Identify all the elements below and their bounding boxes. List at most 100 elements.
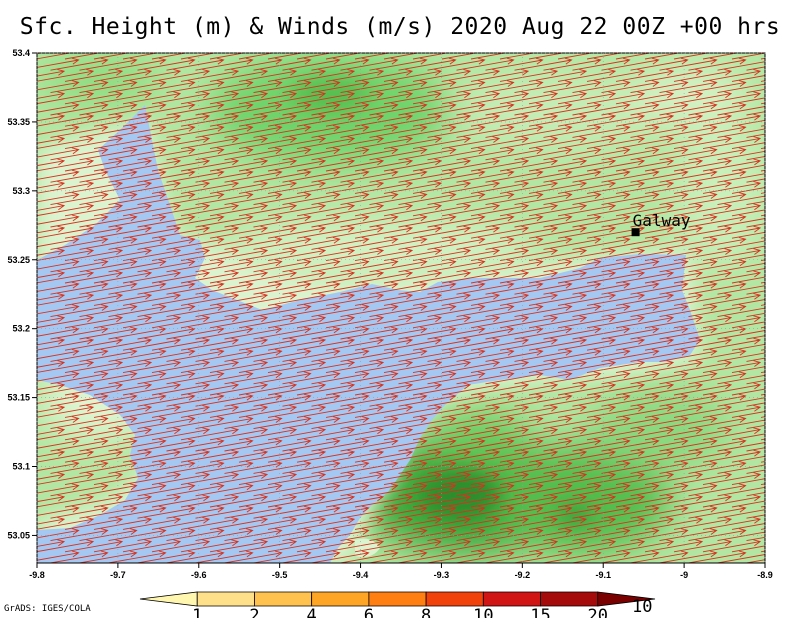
wind-arrow <box>122 494 182 508</box>
wind-arrow <box>673 248 733 262</box>
wind-arrow <box>238 360 298 374</box>
wind-arrow <box>702 494 762 508</box>
wind-arrow <box>470 315 530 329</box>
wind-arrow <box>644 315 704 329</box>
wind-arrow <box>79 371 138 385</box>
wind-arrow <box>340 147 399 161</box>
wind-arrow <box>209 225 269 239</box>
wind-arrow <box>485 416 544 430</box>
wind-arrow <box>586 270 646 284</box>
wind-arrow <box>586 180 646 194</box>
wind-arrow <box>456 57 515 71</box>
wind-arrow <box>398 259 457 273</box>
wind-arrow <box>311 438 370 452</box>
wind-arrow <box>659 57 718 71</box>
wind-arrow <box>166 371 225 385</box>
wind-arrow <box>296 449 356 463</box>
wind-arrow <box>688 460 747 474</box>
wind-arrow <box>412 472 472 486</box>
wind-arrow <box>601 371 660 385</box>
wind-arrow <box>151 382 211 396</box>
wind-arrow <box>528 404 588 418</box>
wind-arrow <box>325 539 385 553</box>
wind-arrow <box>456 80 515 94</box>
wind-arrow <box>369 371 428 385</box>
wind-arrow <box>224 505 283 519</box>
wind-arrow <box>137 348 196 362</box>
wind-arrow <box>180 494 240 508</box>
wind-arrow <box>282 550 341 563</box>
wind-arrow <box>731 299 765 306</box>
wind-arrow <box>412 180 472 194</box>
wind-arrow <box>543 326 602 340</box>
wind-arrow <box>601 438 660 452</box>
wind-arrow <box>615 180 675 194</box>
wind-arrow <box>383 292 443 306</box>
wind-arrow <box>93 315 153 329</box>
wind-arrow <box>514 528 573 542</box>
wind-arrow <box>586 136 646 150</box>
wind-arrow <box>746 492 765 497</box>
wind-arrow <box>514 393 573 407</box>
wind-arrow <box>441 337 501 351</box>
wind-arrow <box>311 483 370 497</box>
wind-arrow <box>586 427 646 441</box>
wind-arrow <box>586 382 646 396</box>
wind-arrow <box>441 292 501 306</box>
wind-arrow <box>427 505 486 519</box>
wind-arrow <box>485 80 544 94</box>
wind-arrow <box>557 315 617 329</box>
wind-arrow <box>485 505 544 519</box>
wind-arrow <box>557 449 617 463</box>
wind-arrow <box>572 102 631 116</box>
colorbar-label: 8 <box>421 606 431 618</box>
wind-arrow <box>383 270 443 284</box>
wind-arrow <box>702 337 762 351</box>
wind-arrow <box>427 259 486 273</box>
wind-arrow <box>79 214 138 228</box>
wind-arrow <box>630 348 689 362</box>
wind-arrow <box>79 505 138 519</box>
wind-arrow <box>659 214 718 228</box>
wind-arrow <box>311 550 370 563</box>
wind-arrow <box>702 136 762 150</box>
wind-arrow <box>499 113 559 127</box>
wind-arrow <box>659 393 718 407</box>
wind-arrow <box>717 352 765 362</box>
wind-arrow <box>122 180 182 194</box>
wind-arrow <box>441 472 501 486</box>
wind-arrow <box>267 68 327 82</box>
colorbar-segment <box>482 591 541 607</box>
wind-arrow <box>776 282 800 294</box>
wind-arrow <box>586 113 646 127</box>
wind-arrow <box>340 348 399 362</box>
wind-arrow <box>64 53 118 60</box>
wind-arrow <box>644 539 704 553</box>
wind-arrow <box>688 505 747 519</box>
wind-arrow <box>760 237 765 239</box>
x-tick-label: -9.7 <box>110 570 126 580</box>
wind-arrow <box>499 91 559 105</box>
wind-arrow <box>195 102 254 116</box>
wind-arrow <box>760 505 765 508</box>
wind-arrow <box>412 539 472 553</box>
wind-arrow <box>93 158 153 172</box>
wind-arrow <box>776 125 800 137</box>
wind-arrow <box>354 449 414 463</box>
wind-arrow <box>731 142 765 150</box>
wind-arrow <box>122 158 182 172</box>
wind-arrow <box>717 464 765 474</box>
wind-arrow <box>238 91 298 105</box>
wind-arrow <box>499 68 559 82</box>
wind-arrow <box>470 225 530 239</box>
wind-arrow <box>644 203 704 217</box>
wind-arrow <box>441 360 501 374</box>
wind-arrow <box>499 449 559 463</box>
wind-arrow <box>180 337 240 351</box>
wind-arrow <box>93 270 153 284</box>
wind-arrow <box>470 337 530 351</box>
wind-arrow <box>108 505 167 519</box>
wind-arrow <box>253 236 312 250</box>
wind-arrow <box>441 539 501 553</box>
wind-arrow <box>267 315 327 329</box>
